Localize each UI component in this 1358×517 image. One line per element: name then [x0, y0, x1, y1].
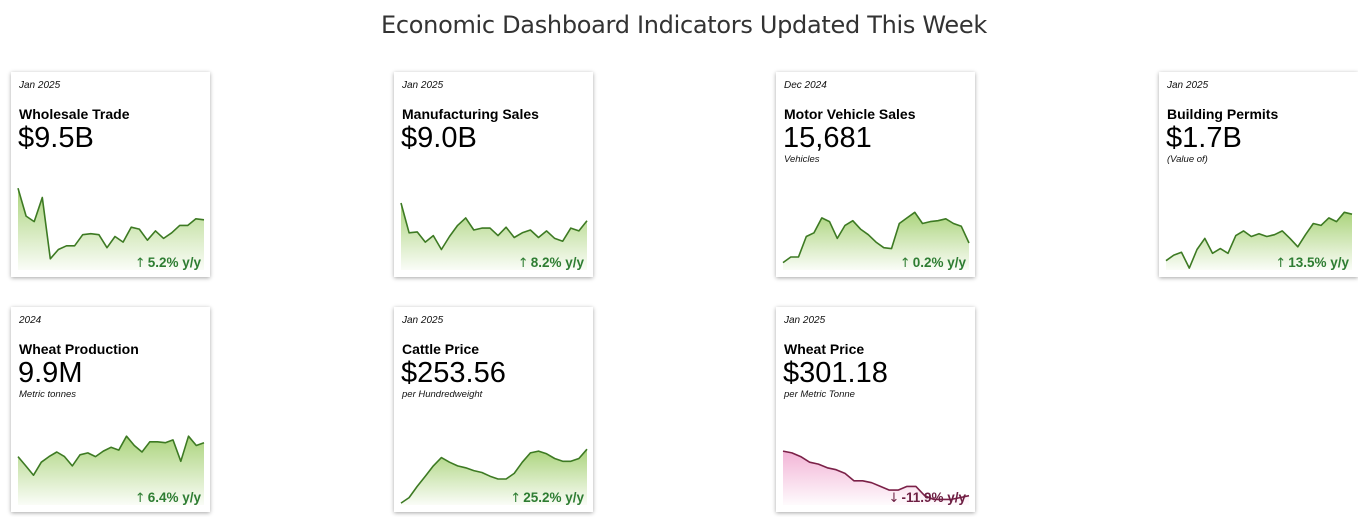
indicator-value: $9.0B — [401, 122, 477, 154]
sparkline-line — [782, 450, 970, 501]
arrow-down-icon: ↓ — [888, 491, 900, 506]
indicator-date: Jan 2025 — [402, 80, 444, 91]
indicator-name: Cattle Price — [402, 341, 480, 357]
indicator-name: Wheat Price — [784, 341, 865, 357]
indicator-value: $9.5B — [18, 122, 94, 154]
sparkline-line — [17, 187, 205, 260]
arrow-up-icon: ↑ — [134, 491, 146, 506]
sparkline-chart — [17, 187, 205, 270]
change-badge: ↑ 13.5% y/y — [1275, 255, 1349, 271]
sparkline-area — [783, 451, 969, 505]
indicator-card[interactable]: Jan 2025 Manufacturing Sales $9.0B ↑ 8.2% y/… — [394, 72, 593, 277]
indicator-name: Motor Vehicle Sales — [784, 106, 916, 122]
indicator-unit: (Value of) — [1167, 154, 1208, 165]
indicator-value: 9.9M — [18, 357, 83, 389]
indicator-value: $253.56 — [401, 357, 506, 389]
indicator-name: Wheat Production — [19, 341, 139, 357]
arrow-up-icon: ↑ — [510, 491, 522, 506]
change-badge: ↓ -11.9% y/y — [889, 490, 966, 506]
sparkline-area — [783, 212, 969, 270]
sparkline-area — [401, 449, 587, 505]
sparkline-chart — [400, 202, 588, 270]
sparkline-chart — [17, 435, 205, 505]
change-badge: ↑ 25.2% y/y — [510, 490, 584, 506]
indicator-card[interactable]: Jan 2025 Wholesale Trade $9.5B ↑ 5.2% y/y — [11, 72, 210, 277]
indicator-name: Manufacturing Sales — [402, 106, 539, 122]
change-label: 25.2% y/y — [523, 490, 584, 505]
arrow-up-icon: ↑ — [134, 256, 146, 271]
indicator-date: Jan 2025 — [784, 315, 826, 326]
arrow-up-icon: ↑ — [517, 256, 529, 271]
sparkline-area — [1166, 212, 1352, 270]
indicator-value: $301.18 — [783, 357, 888, 389]
sparkline-area — [401, 203, 587, 270]
sparkline-area — [18, 436, 204, 505]
indicator-unit: per Metric Tonne — [784, 389, 855, 400]
sparkline-line — [400, 202, 588, 251]
arrow-up-icon: ↑ — [899, 256, 911, 271]
indicator-name: Wholesale Trade — [19, 106, 130, 122]
sparkline-line — [400, 448, 588, 504]
indicator-date: Jan 2025 — [19, 80, 61, 91]
sparkline-chart — [1165, 211, 1353, 270]
page-title: Economic Dashboard Indicators Updated Th… — [381, 11, 987, 39]
change-label: 6.4% y/y — [147, 490, 201, 505]
change-label: 13.5% y/y — [1288, 255, 1349, 270]
arrow-up-icon: ↑ — [1275, 256, 1287, 271]
indicator-unit: per Hundredweight — [402, 389, 483, 400]
indicator-card[interactable]: Dec 2024 Motor Vehicle Sales 15,681 Vehicle… — [776, 72, 975, 277]
change-badge: ↑ 5.2% y/y — [135, 255, 201, 271]
change-label: 0.2% y/y — [912, 255, 966, 270]
change-label: 5.2% y/y — [147, 255, 201, 270]
sparkline-line — [782, 211, 970, 264]
indicator-date: 2024 — [19, 315, 42, 326]
sparkline-chart — [782, 450, 970, 505]
indicator-name: Building Permits — [1167, 106, 1279, 122]
indicator-card[interactable]: Jan 2025 Wheat Price $301.18 per Metric Ton… — [776, 307, 975, 512]
sparkline-chart — [782, 211, 970, 270]
indicator-card[interactable]: 2024 Wheat Production 9.9M Metric tonnes ↑ 6.… — [11, 307, 210, 512]
indicator-date: Dec 2024 — [784, 80, 827, 91]
sparkline-area — [18, 188, 204, 270]
indicator-value: 15,681 — [783, 122, 872, 154]
change-badge: ↑ 6.4% y/y — [135, 490, 201, 506]
change-label: -11.9% y/y — [901, 490, 966, 505]
indicator-date: Jan 2025 — [1167, 80, 1209, 91]
indicator-unit: Metric tonnes — [19, 389, 77, 400]
sparkline-chart — [400, 448, 588, 505]
indicator-card[interactable]: Jan 2025 Building Permits $1.7B (Value of) ↑… — [1159, 72, 1358, 277]
indicator-unit: Vehicles — [784, 154, 820, 165]
sparkline-line — [1165, 211, 1353, 269]
change-badge: ↑ 8.2% y/y — [518, 255, 584, 271]
indicator-date: Jan 2025 — [402, 315, 444, 326]
sparkline-line — [17, 435, 205, 477]
indicator-card[interactable]: Jan 2025 Cattle Price $253.56 per Hundredwe… — [394, 307, 593, 512]
indicator-value: $1.7B — [1166, 122, 1242, 154]
change-badge: ↑ 0.2% y/y — [900, 255, 966, 271]
change-label: 8.2% y/y — [530, 255, 584, 270]
